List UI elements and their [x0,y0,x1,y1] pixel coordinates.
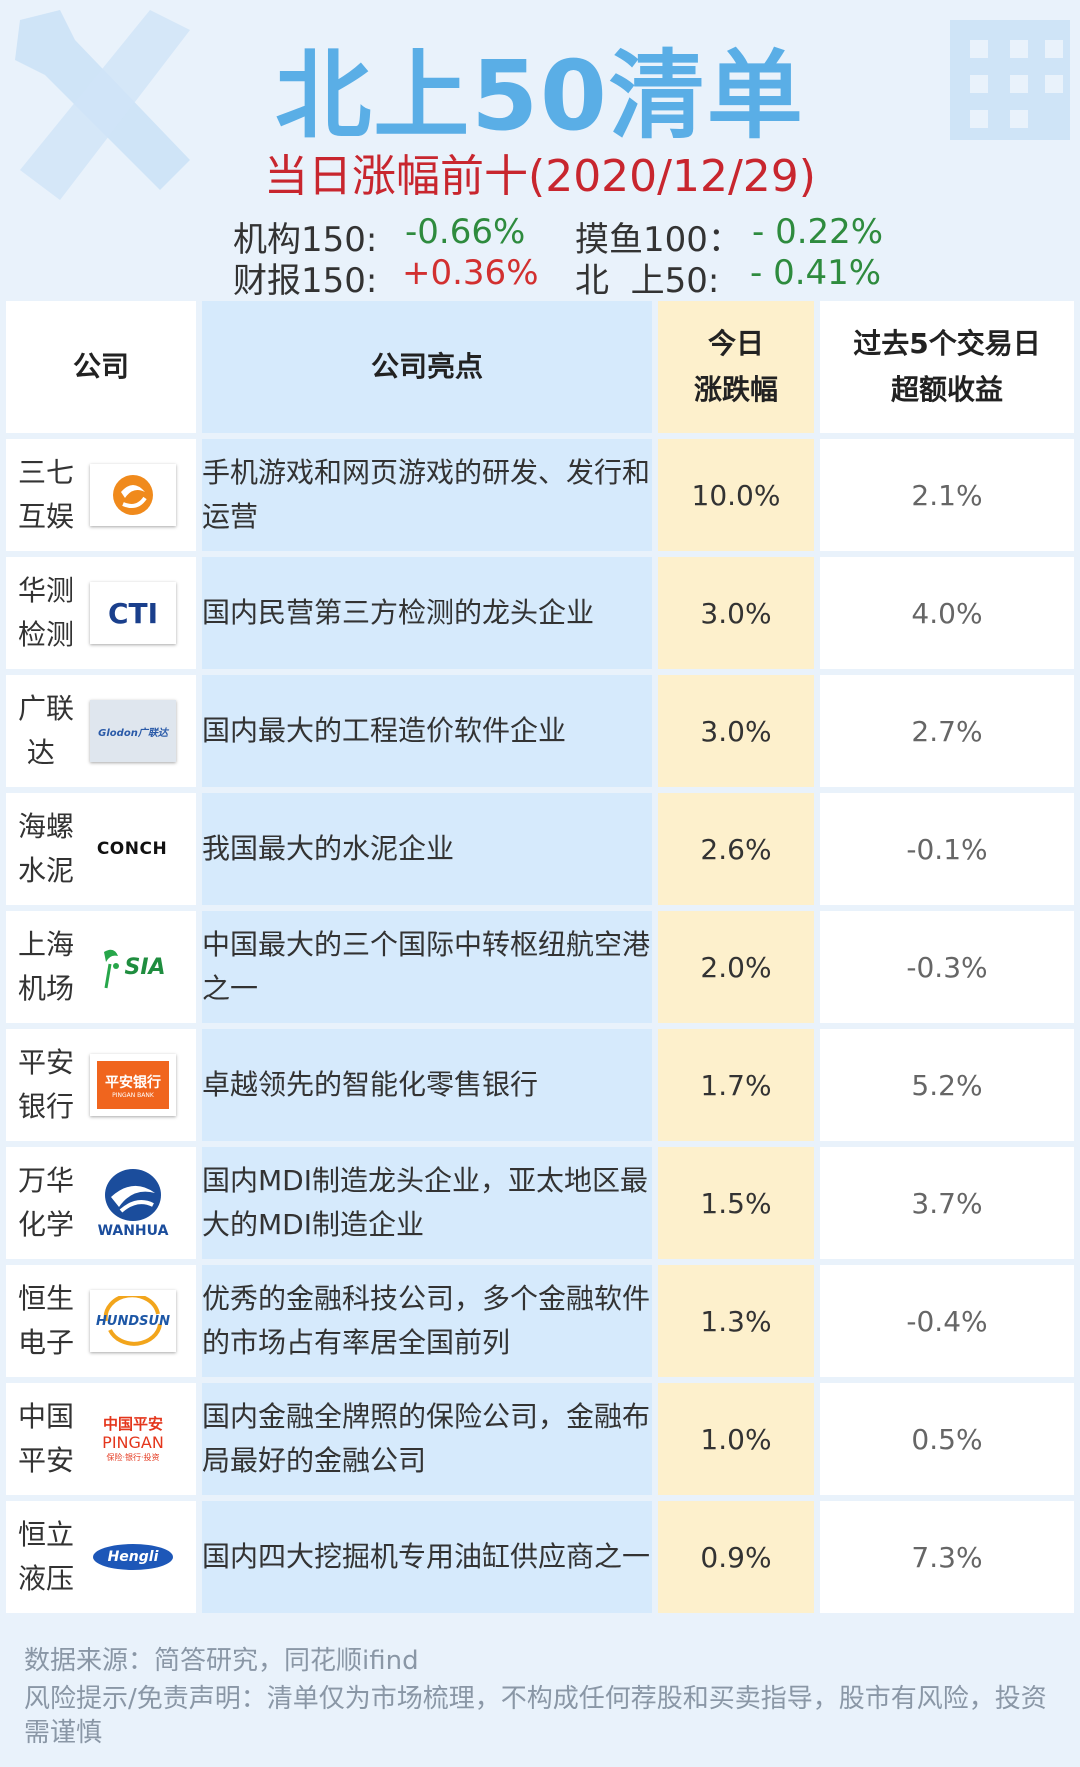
company-highlight: 国内金融全牌照的保险公司，金融布局最好的金融公司 [202,1383,652,1495]
stock-table: 公司 公司亮点 今日涨跌幅 过去5个交易日 超额收益 三七 互娱 手机游戏和网页游戏… [0,295,1080,1619]
today-change: 3.0% [658,675,814,787]
index-label: 财报150: [233,261,378,301]
header-excess: 过去5个交易日 超额收益 [820,301,1074,433]
today-change: 0.9% [658,1501,814,1613]
table-row: 平安 银行 平安银行 PINGAN BANK 卓越领先的智能化零售银行 1.7% … [6,1029,1074,1141]
index-label: 摸鱼100： [575,220,742,260]
index-value: - 0.41% [750,253,882,293]
table-row: 中国 平安 中国平安 PINGAN 保险·银行·投资 国内金融全牌照的保险公司，金… [6,1383,1074,1495]
table-row: 三七 互娱 手机游戏和网页游戏的研发、发行和运营 10.0% 2.1% [6,439,1074,551]
excess-return: 2.7% [820,675,1074,787]
cti-logo-icon: CTI [90,582,176,644]
index-value: -0.66% [405,212,526,252]
today-change: 1.7% [658,1029,814,1141]
company-highlight: 中国最大的三个国际中转枢纽航空港之一 [202,911,652,1023]
excess-return: 0.5% [820,1383,1074,1495]
today-change: 2.0% [658,911,814,1023]
company-name: 广联 达 [18,692,75,769]
hengli-logo-icon: Hengli [90,1526,176,1588]
company-highlight: 我国最大的水泥企业 [202,793,652,905]
risk-disclaimer: 风险提示/免责声明：清单仅为市场梳理，不构成任何荐股和买卖指导，股市有风险，投资… [24,1684,1047,1748]
excess-return: 5.2% [820,1029,1074,1141]
page-subtitle: 当日涨幅前十(2020/12/29) [264,151,816,202]
company-name: 华测 检测 [18,574,75,651]
today-change: 1.5% [658,1147,814,1259]
footer: 数据来源：简答研究，同花顺ifind 风险提示/免责声明：清单仅为市场梳理，不构… [0,1620,1080,1767]
data-source: 数据来源：简答研究，同花顺ifind [24,1646,419,1676]
sia-logo-icon: SIA [90,936,176,998]
today-change: 1.3% [658,1265,814,1377]
wanhua-logo-icon: WANHUA [90,1163,176,1243]
excess-return: 2.1% [820,439,1074,551]
today-change: 2.6% [658,793,814,905]
table-row: 华测 检测 CTI 国内民营第三方检测的龙头企业 3.0% 4.0% [6,557,1074,669]
excess-return: 7.3% [820,1501,1074,1613]
company-name: 平安 银行 [18,1046,75,1123]
header-today-line2: 涨跌幅 [693,373,778,406]
header-excess-line1: 过去5个交易日 [853,327,1041,360]
today-change: 10.0% [658,439,814,551]
table-row: 广联 达 Glodon广联达 国内最大的工程造价软件企业 3.0% 2.7% [6,675,1074,787]
company-name: 三七 互娱 [18,456,75,533]
index-value: - 0.22% [752,212,884,252]
excess-return: 3.7% [820,1147,1074,1259]
pingan-logo-icon: 中国平安 PINGAN 保险·银行·投资 [90,1408,176,1470]
header: 北上50清单 当日涨幅前十(2020/12/29) 机构150: -0.66% … [0,0,1080,301]
header-today: 今日 涨跌幅 [658,301,814,433]
table-row: 上海 机场 SIA 中国最大的三个国际中转枢纽航空港之一 2.0% -0.3% [6,911,1074,1023]
company-highlight: 国内民营第三方检测的龙头企业 [202,557,652,669]
37-interactive-logo-icon [90,464,176,526]
today-change: 1.0% [658,1383,814,1495]
page-title: 北上50清单 [275,40,805,152]
hundsun-logo-icon: HUNDSUN [90,1290,176,1352]
building-icon [950,20,1070,140]
index-label: 北 上50: [575,261,720,301]
company-name: 万华 化学 [18,1164,75,1241]
company-highlight: 优秀的金融科技公司，多个金融软件的市场占有率居全国前列 [202,1265,652,1377]
conch-logo-icon: CONCH [86,818,178,880]
excess-return: -0.1% [820,793,1074,905]
glodon-logo-icon: Glodon广联达 [90,700,176,762]
table-row: 恒生 电子 HUNDSUN 优秀的金融科技公司，多个金融软件的市场占有率居全国前列… [6,1265,1074,1377]
header-today-line1: 今日 [707,327,764,360]
table-row: 万华 化学 WANHUA 国内MDI制造龙头企业，亚太地区最大的MDI制造企业 1… [6,1147,1074,1259]
excess-return: -0.4% [820,1265,1074,1377]
company-highlight: 国内最大的工程造价软件企业 [202,675,652,787]
index-value: +0.36% [402,253,539,293]
company-name: 恒立 液压 [18,1518,75,1595]
wrench-icon [15,10,190,200]
company-highlight: 国内四大挖掘机专用油缸供应商之一 [202,1501,652,1613]
pingan-bank-logo-icon: 平安银行 PINGAN BANK [90,1054,176,1116]
header-excess-line2: 超额收益 [890,373,1003,406]
company-highlight: 卓越领先的智能化零售银行 [202,1029,652,1141]
index-label: 机构150: [233,220,378,260]
excess-return: -0.3% [820,911,1074,1023]
table-row: 恒立 液压 Hengli 国内四大挖掘机专用油缸供应商之一 0.9% 7.3% [6,1501,1074,1613]
header-company: 公司 [6,301,196,433]
company-name: 海螺 水泥 [18,810,75,887]
table-header-row: 公司 公司亮点 今日涨跌幅 过去5个交易日 超额收益 [6,301,1074,433]
excess-return: 4.0% [820,557,1074,669]
company-highlight: 手机游戏和网页游戏的研发、发行和运营 [202,439,652,551]
company-highlight: 国内MDI制造龙头企业，亚太地区最大的MDI制造企业 [202,1147,652,1259]
header-highlight: 公司亮点 [202,301,652,433]
company-name: 恒生 电子 [18,1282,75,1359]
today-change: 3.0% [658,557,814,669]
table-row: 海螺 水泥 CONCH 我国最大的水泥企业 2.6% -0.1% [6,793,1074,905]
company-name: 上海 机场 [18,928,75,1005]
company-name: 中国 平安 [18,1400,75,1477]
